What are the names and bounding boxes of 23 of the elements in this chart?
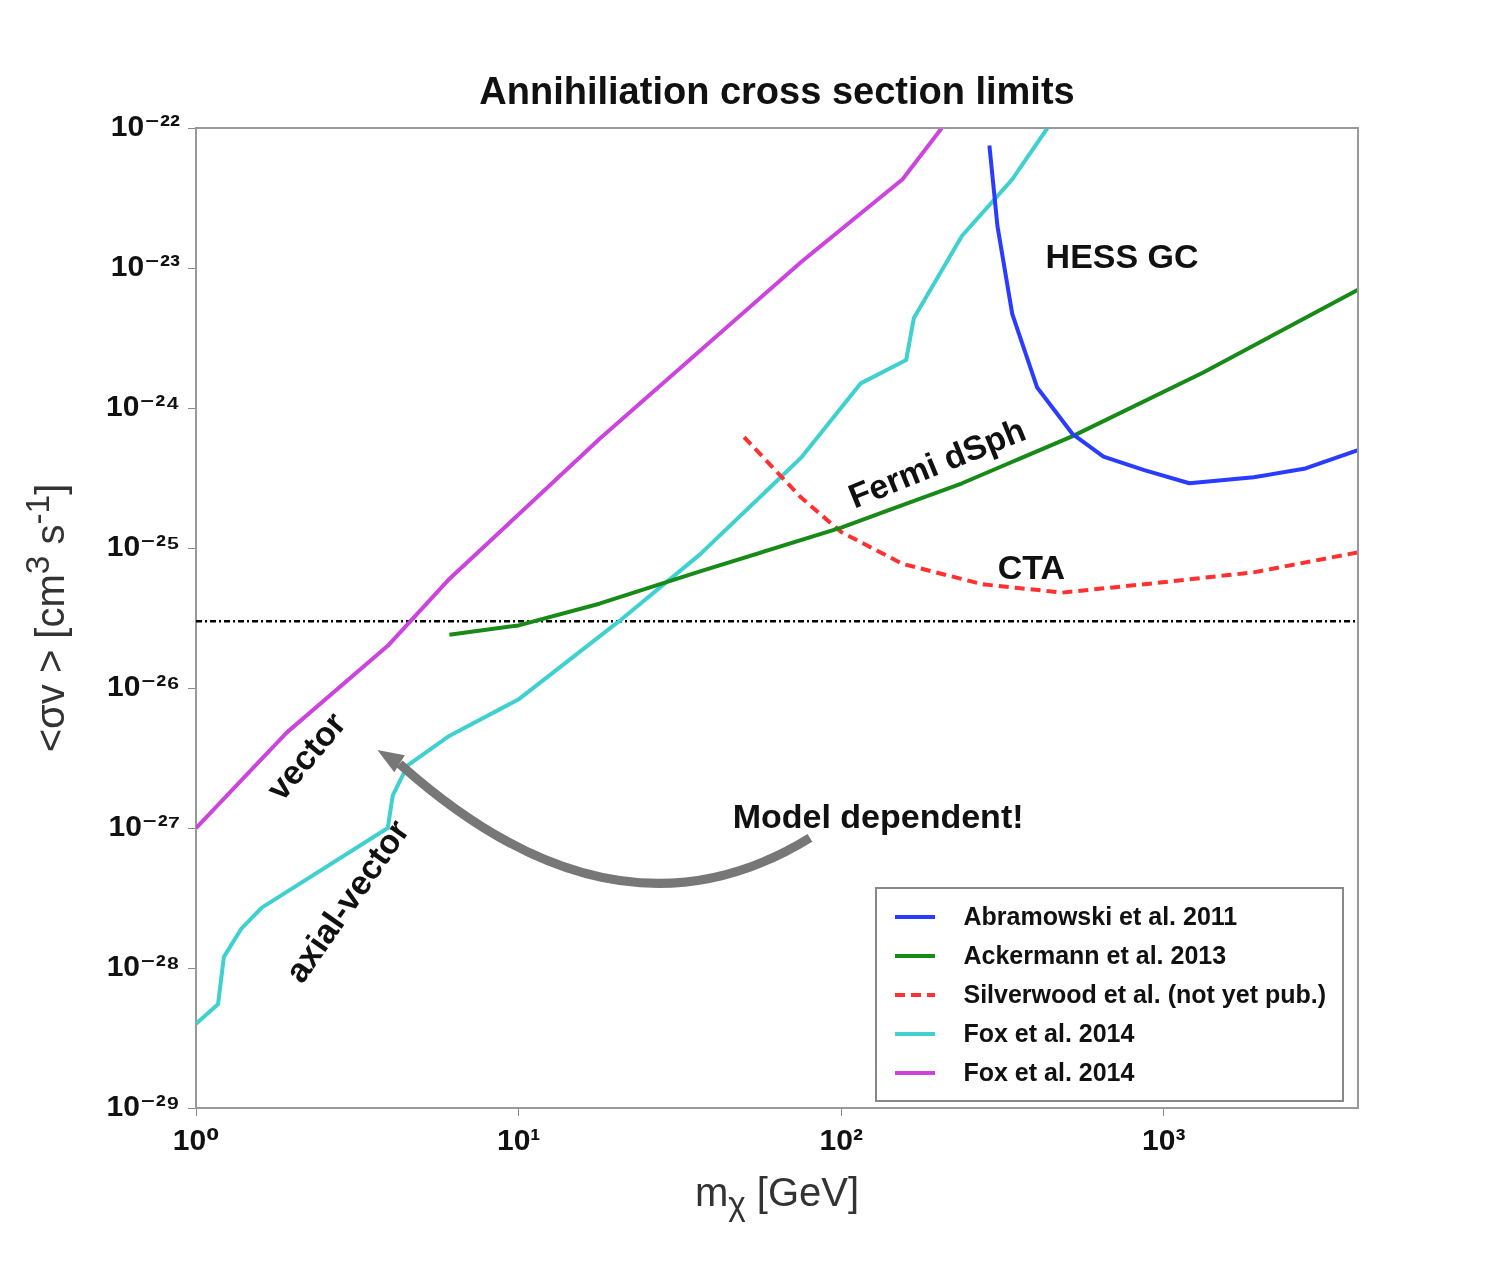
annotation: Model dependent! [732,796,1024,836]
x-tick-label: 10² [819,1123,863,1157]
y-tick-label: 10⁻²⁶ [107,669,181,703]
x-axis-title: m$_{χ}$ [GeV] [693,1170,861,1223]
y-tick-label: 10⁻²⁵ [106,529,181,563]
legend-label: Fox et al. 2014 [963,1058,1135,1087]
legend-label: Abramowski et al. 2011 [963,902,1238,931]
annotation: Fermi dSph [843,410,1032,517]
y-tick-label: 10⁻²³ [110,249,181,283]
chart-title: Annihiliation cross section limits [478,70,1076,113]
legend-label: Ackermann et al. 2013 [963,941,1227,970]
y-tick-label: 10⁻²⁹ [106,1089,181,1123]
legend-label: Silverwood et al. (not yet pub.) [963,980,1326,1009]
y-tick-label: 10⁻²⁴ [105,389,181,423]
annotation: CTA [997,547,1066,587]
annotation: HESS GC [1045,236,1199,276]
y-tick-label: 10⁻²⁸ [106,949,181,983]
x-tick-label: 10³ [1142,1123,1186,1157]
x-tick-label: 10⁰ [172,1123,220,1157]
x-tick-label: 10¹ [496,1123,541,1157]
y-tick-label: 10⁻²² [110,109,181,143]
y-tick-label: 10⁻²⁷ [108,809,181,843]
legend-label: Fox et al. 2014 [963,1019,1135,1048]
